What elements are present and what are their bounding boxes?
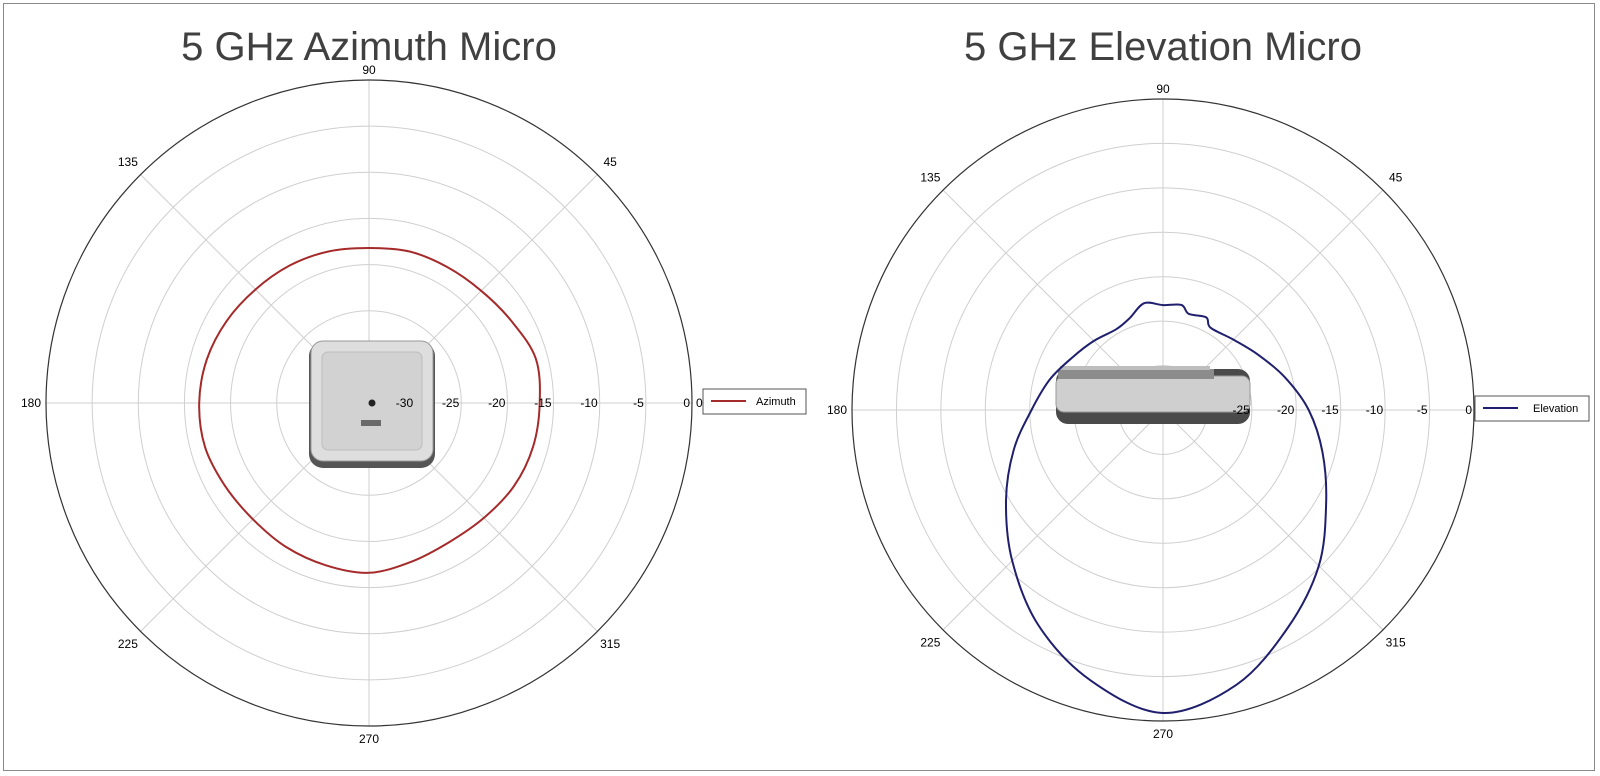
radial-tick-label: -15 [1321,403,1339,417]
radial-tick-label: -15 [534,396,552,410]
legend-azimuth: Azimuth [702,388,807,415]
angle-label: 135 [920,170,940,184]
radial-tick-labels-azimuth: -30 -25 -20 -15 -10 -5 0 [396,396,691,410]
angle-label: 90 [362,63,376,77]
access-point-top-view-icon [309,340,435,468]
radial-tick-label: -25 [442,396,460,410]
radial-tick-label: -10 [580,396,598,410]
angle-label: 135 [118,155,138,169]
radial-tick-label: 0 [1465,403,1472,417]
angle-label: 270 [1153,727,1173,741]
angle-label: 180 [21,396,41,410]
radial-tick-label: -30 [396,396,414,410]
angle-label: 270 [359,732,379,746]
legend-elevation: Elevation [1474,395,1590,422]
legend-label-azimuth: Azimuth [756,396,796,408]
series-line-azimuth [198,246,541,574]
radial-tick-label: -10 [1366,403,1384,417]
outer-ring [851,98,1475,722]
angle-label: 45 [1389,170,1403,184]
radial-tick-label: -5 [633,396,644,410]
angle-label: 315 [1386,636,1406,650]
angle-label: 0 [696,396,703,410]
radial-tick-label: -20 [1277,403,1295,417]
angle-label: 225 [118,637,138,651]
angle-label: 225 [920,636,940,650]
series-line-elevation [1004,301,1328,715]
access-point-side-view-icon [1055,366,1251,424]
radial-tick-label: -20 [488,396,506,410]
radial-tick-label: -5 [1417,403,1428,417]
chart-title-elevation: 5 GHz Elevation Micro [964,25,1362,69]
angle-label: 45 [603,155,617,169]
radial-tick-label: -25 [1233,403,1251,417]
azimuth-chart: 5 GHz Azimuth Micro -30 -25 -20 -15 -10 -5 0 9… [21,25,807,746]
chart-title-azimuth: 5 GHz Azimuth Micro [181,25,557,69]
grid-spoke [1162,409,1384,631]
radial-tick-label: 0 [683,396,690,410]
angle-labels-elevation: 90 45 0 315 270 225 180 135 [827,82,1485,741]
angle-label: 180 [827,403,847,417]
angle-label: 315 [600,637,620,651]
elevation-chart: 5 GHz Elevation Micro -25 -20 -15 -10 -5 0 90… [827,25,1590,741]
radial-tick-labels-elevation: -25 -20 -15 -10 -5 0 [1233,403,1473,417]
legend-label-elevation: Elevation [1533,403,1578,415]
grid-spoke [942,409,1164,631]
angle-label: 90 [1156,82,1170,96]
outer-ring [45,79,693,727]
angle-labels-azimuth: 90 45 0 315 270 225 180 135 [21,63,703,746]
figure-frame [3,3,1595,771]
